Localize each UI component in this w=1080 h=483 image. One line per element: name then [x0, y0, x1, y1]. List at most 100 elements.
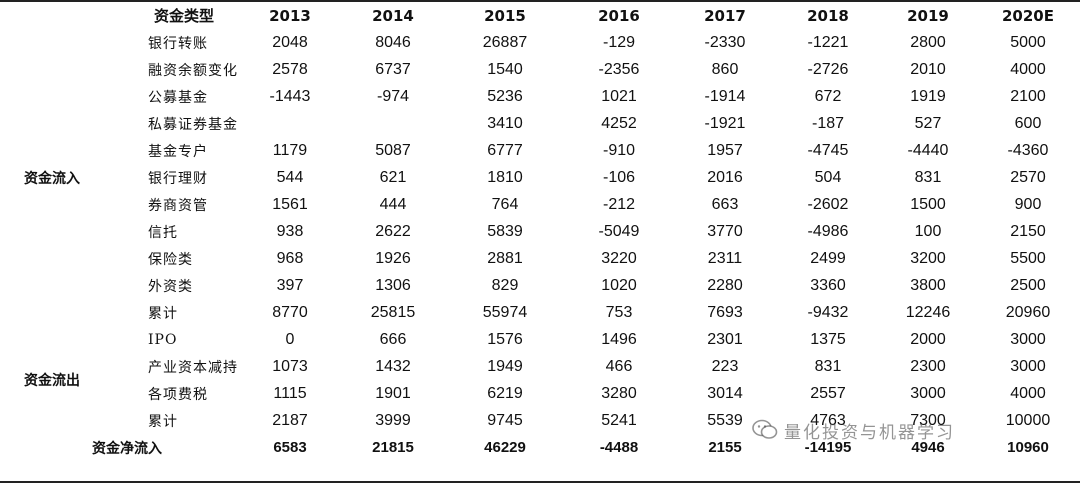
row-label: 各项费税 [148, 386, 208, 403]
row-label: 保险类 [148, 251, 193, 268]
value-cell: 2187 [272, 411, 308, 429]
value-cell: -4360 [1007, 141, 1049, 159]
value-cell: 2048 [272, 33, 308, 51]
value-cell: 20960 [1005, 303, 1051, 321]
value-cell: 1957 [707, 141, 743, 159]
value-cell: 2100 [1010, 87, 1046, 105]
header-cell: 2016 [598, 6, 640, 25]
value-cell: 466 [605, 357, 633, 375]
header-cell: 2017 [704, 6, 746, 25]
value-cell: -5049 [598, 222, 640, 240]
value-cell: 7693 [707, 303, 743, 321]
value-cell: -1914 [704, 87, 746, 105]
value-cell: 1901 [375, 384, 411, 402]
row-label: IPO [148, 331, 178, 348]
value-cell: 2000 [910, 330, 946, 348]
value-cell: 1073 [272, 357, 308, 375]
value-cell: 5000 [1010, 33, 1046, 51]
value-cell: 666 [379, 330, 407, 348]
value-cell: 3800 [910, 276, 946, 294]
value-cell: 9745 [487, 411, 523, 429]
value-cell: 0 [285, 330, 295, 348]
value-cell: 3360 [810, 276, 846, 294]
value-cell: 831 [814, 357, 842, 375]
value-cell: 10000 [1005, 411, 1051, 429]
row-label: 融资余额变化 [148, 62, 238, 79]
value-cell: 1576 [487, 330, 523, 348]
value-cell: 4252 [601, 114, 637, 132]
value-cell: -4488 [599, 439, 639, 456]
net-inflow-label: 资金净流入 [92, 440, 162, 457]
value-cell: 26887 [482, 33, 528, 51]
value-cell: 5539 [707, 411, 743, 429]
value-cell: 2500 [1010, 276, 1046, 294]
header-cell: 2018 [807, 6, 849, 25]
value-cell: -2356 [598, 60, 640, 78]
value-cell: -2602 [807, 195, 849, 213]
value-cell: 5087 [375, 141, 411, 159]
value-cell: 2155 [708, 439, 742, 456]
value-cell: 6737 [375, 60, 411, 78]
value-cell: -129 [602, 33, 636, 51]
value-cell: 6777 [487, 141, 523, 159]
value-cell: 1810 [487, 168, 523, 186]
value-cell: 621 [379, 168, 407, 186]
wechat-icon [752, 419, 778, 439]
value-cell: 25815 [370, 303, 416, 321]
table-row: 外资类 397 1306 829 1020 2280 3360 3800 2500 [0, 272, 1080, 299]
value-cell: 764 [491, 195, 519, 213]
value-cell: -4440 [907, 141, 949, 159]
value-cell: -2726 [807, 60, 849, 78]
value-cell: 1306 [375, 276, 411, 294]
value-cell: -1921 [704, 114, 746, 132]
value-cell: 223 [711, 357, 739, 375]
value-cell: 10960 [1007, 439, 1049, 456]
net-inflow-row: 资金净流入 6583 21815 46229 -4488 2155 -14195 4946 10… [0, 434, 1080, 461]
row-label: 公募基金 [148, 89, 208, 106]
value-cell: 46229 [484, 439, 526, 456]
value-cell: 2150 [1010, 222, 1046, 240]
value-cell: 4000 [1010, 384, 1046, 402]
value-cell: -9432 [807, 303, 849, 321]
value-cell: 8770 [272, 303, 308, 321]
header-cell: 2015 [484, 6, 526, 25]
value-cell: 1021 [601, 87, 637, 105]
value-cell: 5839 [487, 222, 523, 240]
table-row: 私募证券基金 3410 4252 -1921 -187 527 600 [0, 110, 1080, 137]
watermark: 量化投资与机器学习 [752, 418, 955, 443]
value-cell: -4986 [807, 222, 849, 240]
value-cell: 600 [1014, 114, 1042, 132]
table-row: 累计 8770 25815 55974 753 7693 -9432 12246 20960 [0, 299, 1080, 326]
value-cell: -974 [376, 87, 410, 105]
value-cell: 1432 [375, 357, 411, 375]
value-cell: 12246 [905, 303, 951, 321]
table-row: 保险类 968 1926 2881 3220 2311 2499 3200 5500 [0, 245, 1080, 272]
header-cell: 2019 [907, 6, 949, 25]
value-cell: -4745 [807, 141, 849, 159]
value-cell: 4946 [911, 439, 945, 456]
row-label: 累计 [148, 413, 178, 430]
value-cell: 3000 [1010, 357, 1046, 375]
bottom-rule [0, 481, 1080, 483]
table-row: 各项费税 1115 1901 6219 3280 3014 2557 3000 4000 [0, 380, 1080, 407]
value-cell: 6583 [273, 439, 307, 456]
value-cell: 504 [814, 168, 842, 186]
value-cell: 860 [711, 60, 739, 78]
header-cell: 2013 [269, 6, 311, 25]
value-cell: 1540 [487, 60, 523, 78]
value-cell: 2570 [1010, 168, 1046, 186]
value-cell: 2301 [707, 330, 743, 348]
value-cell: -910 [602, 141, 636, 159]
value-cell: 672 [814, 87, 842, 105]
group-label-outflow: 资金流出 [24, 373, 80, 389]
value-cell: 2300 [910, 357, 946, 375]
value-cell: 3000 [910, 384, 946, 402]
value-cell: 6219 [487, 384, 523, 402]
row-label: 银行转账 [148, 35, 208, 52]
header-cell: 资金类型 [153, 7, 214, 25]
value-cell: 1926 [375, 249, 411, 267]
row-label: 产业资本减持 [148, 359, 238, 376]
value-cell: 1500 [910, 195, 946, 213]
value-cell: 2499 [810, 249, 846, 267]
table-row: 基金专户 1179 5087 6777 -910 1957 -4745 -4440 -4360 [0, 137, 1080, 164]
